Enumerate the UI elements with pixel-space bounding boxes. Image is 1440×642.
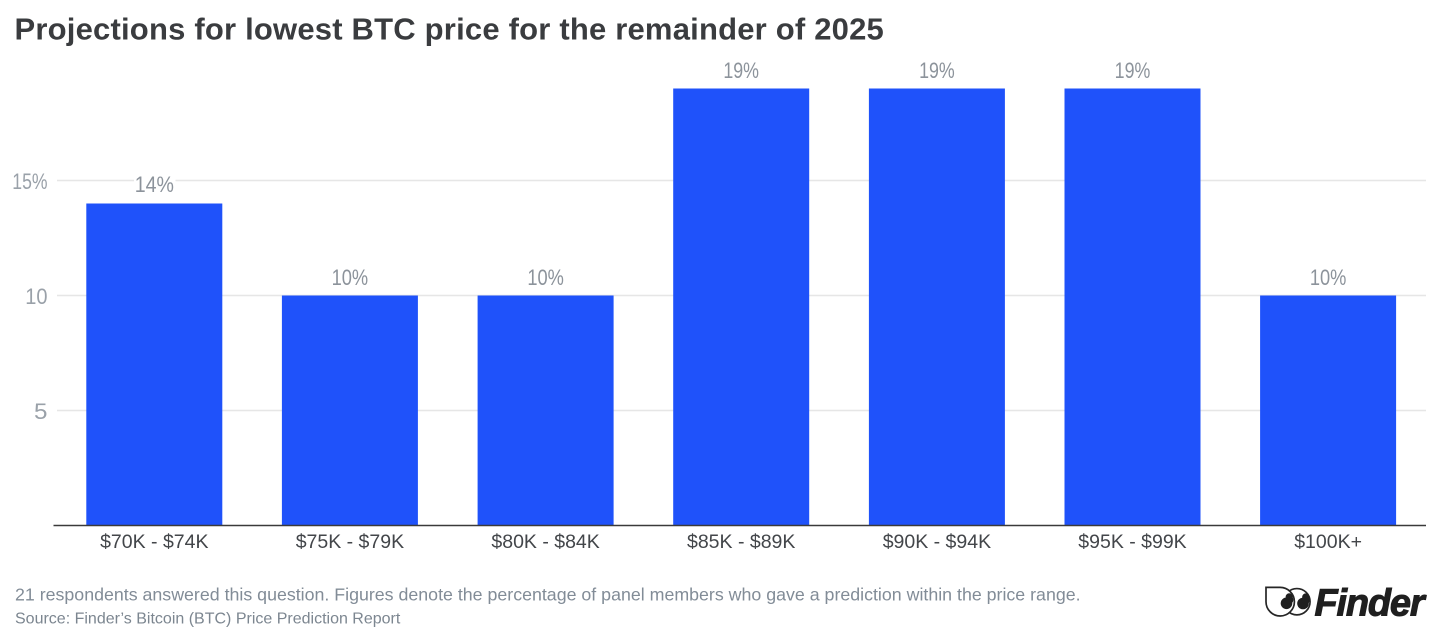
svg-text:Projections for lowest BTC pri: Projections for lowest BTC price for the… bbox=[15, 11, 884, 46]
svg-text:5: 5 bbox=[34, 399, 47, 424]
svg-text:$75K - $79K: $75K - $79K bbox=[296, 531, 404, 553]
svg-text:$70K - $74K: $70K - $74K bbox=[100, 531, 208, 553]
svg-text:Finder: Finder bbox=[1315, 583, 1427, 625]
svg-text:$95K - $99K: $95K - $99K bbox=[1078, 531, 1186, 553]
svg-text:10: 10 bbox=[25, 285, 47, 309]
svg-text:19%: 19% bbox=[723, 59, 759, 83]
svg-text:21 respondents answered this q: 21 respondents answered this question. F… bbox=[15, 585, 1081, 605]
svg-text:10%: 10% bbox=[527, 266, 564, 290]
svg-text:$100K+: $100K+ bbox=[1294, 531, 1362, 553]
svg-text:15%: 15% bbox=[12, 170, 47, 194]
svg-text:$80K - $84K: $80K - $84K bbox=[491, 531, 599, 553]
svg-text:14%: 14% bbox=[135, 173, 174, 197]
svg-text:19%: 19% bbox=[1115, 59, 1151, 83]
svg-text:10%: 10% bbox=[1310, 266, 1347, 290]
svg-text:$90K - $94K: $90K - $94K bbox=[883, 531, 991, 553]
svg-text:10%: 10% bbox=[332, 266, 369, 290]
svg-text:19%: 19% bbox=[919, 59, 955, 83]
svg-text:Source: Finder’s Bitcoin (BTC): Source: Finder’s Bitcoin (BTC) Price Pre… bbox=[15, 611, 401, 628]
svg-text:$85K - $89K: $85K - $89K bbox=[687, 531, 795, 553]
